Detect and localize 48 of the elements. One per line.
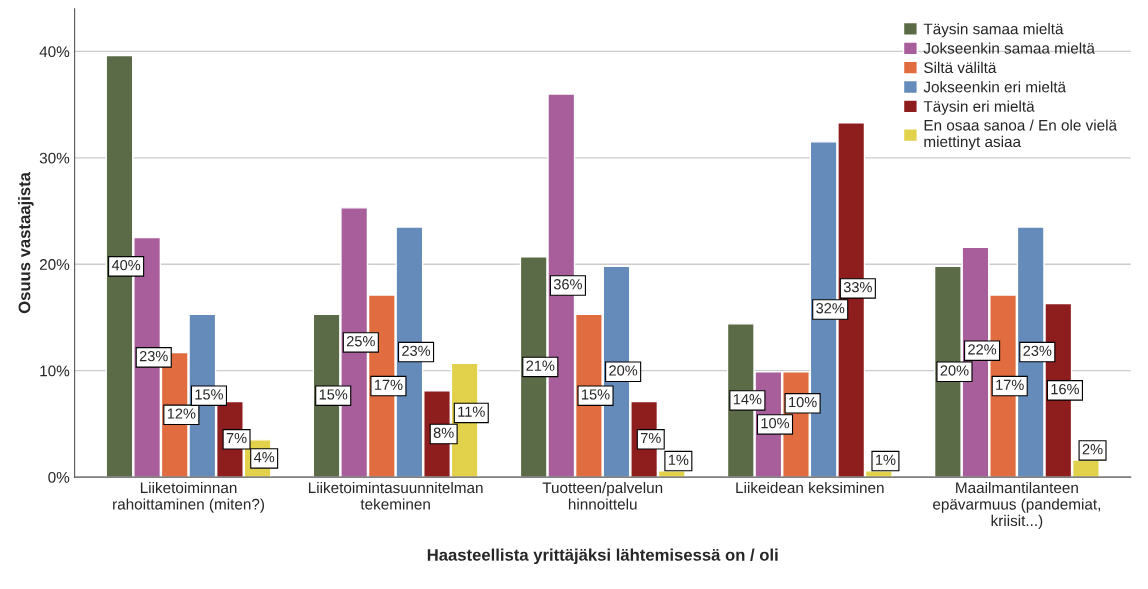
data-label: 12% [167, 408, 196, 419]
data-label: 23% [402, 345, 431, 356]
y-axis-title: Osuus vastaajista [18, 171, 34, 314]
data-label: 17% [996, 379, 1024, 390]
data-label: 17% [374, 379, 403, 390]
data-label: 1% [668, 454, 689, 465]
x-tick-label: Tuotteen/palvelun hinnoittelu [542, 481, 663, 510]
legend-label: Jokseenkin eri mieltä [923, 81, 1067, 93]
legend-label: Täysin samaa mieltä [923, 23, 1064, 38]
legend-label: Täysin eri mieltä [923, 100, 1035, 115]
data-label: 16% [1051, 383, 1079, 395]
data-label: 14% [733, 394, 762, 405]
data-label: 33% [843, 281, 872, 293]
data-label: 11% [458, 406, 485, 417]
data-label: 7% [640, 432, 661, 444]
data-label: 10% [789, 396, 817, 408]
y-tick-label: 20% [39, 259, 70, 270]
data-label: 32% [816, 303, 845, 314]
data-label: 40% [111, 259, 141, 271]
x-tick-label: Maailmantilanteen epävarmuus (pandemiat, kriisit...) [933, 481, 1101, 530]
data-label: 21% [526, 360, 555, 371]
data-label: 15% [195, 389, 224, 400]
data-label: 22% [968, 344, 997, 355]
data-label: 25% [346, 336, 375, 347]
y-tick-label: 40% [39, 46, 70, 58]
x-axis-title: Haasteellista yrittäjäksi lähtemisessä on / oli [427, 548, 778, 565]
y-tick-label: 0% [48, 471, 70, 483]
data-label: 4% [253, 452, 275, 463]
data-label: 15% [582, 389, 610, 400]
data-label: 1% [876, 454, 896, 465]
x-tick-label: Liiketoiminnan rahoittaminen (miten?) [113, 481, 264, 513]
legend-label: En osaa sanoa / En ole vielä miettinyt asiaa [924, 119, 1118, 151]
x-tick-label: Liiketoimintasuunnitelman tekeminen [308, 481, 483, 510]
y-tick-label: 30% [39, 152, 70, 164]
data-label: 36% [553, 279, 582, 290]
data-label: 20% [940, 365, 969, 376]
data-label: 15% [319, 389, 348, 400]
data-label: 23% [1023, 345, 1052, 356]
y-tick-label: 10% [40, 365, 70, 377]
legend-label: Siltä väliltä [924, 61, 997, 74]
data-label: 8% [433, 427, 454, 438]
data-label: 23% [139, 350, 168, 362]
data-label: 7% [226, 432, 247, 444]
legend-label: Jokseenkin samaa mieltä [923, 42, 1095, 54]
data-label: 10% [761, 418, 790, 429]
data-label: 2% [1082, 444, 1103, 455]
data-label: 20% [609, 365, 638, 376]
x-tick-label: Liikeidean keksiminen [736, 481, 884, 494]
